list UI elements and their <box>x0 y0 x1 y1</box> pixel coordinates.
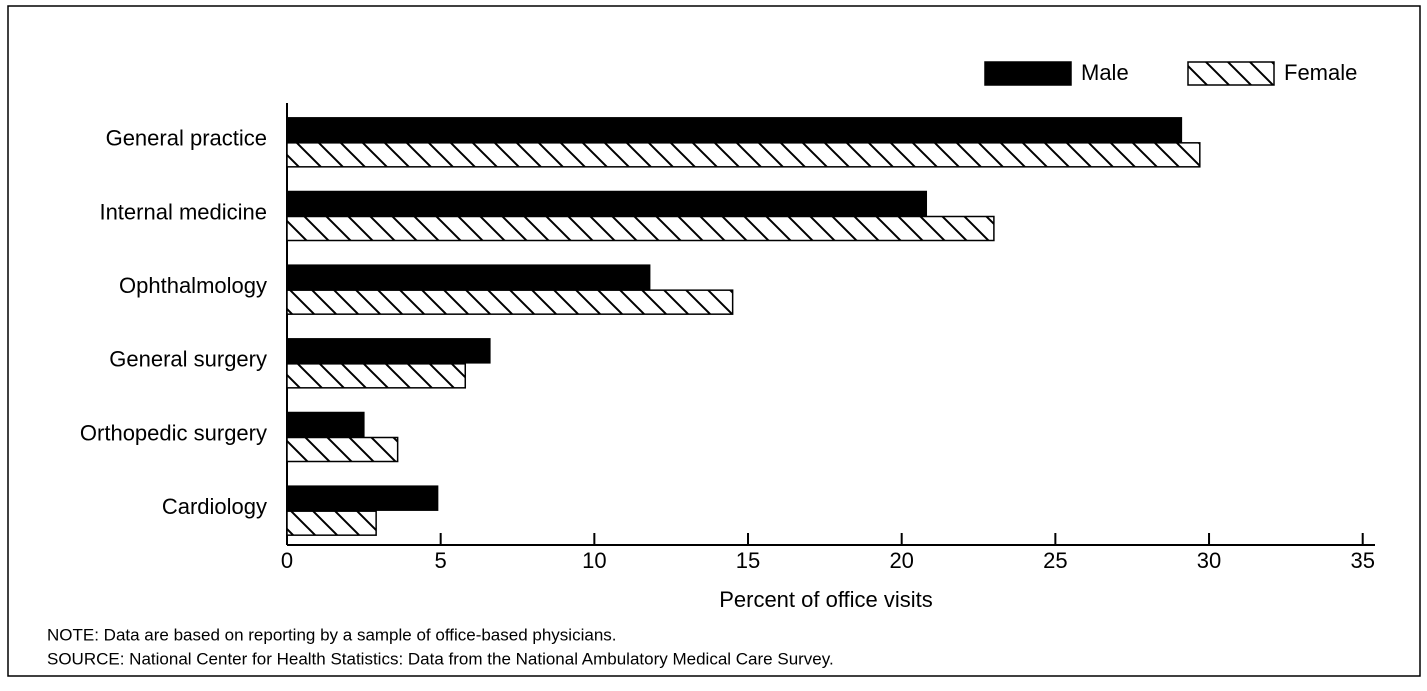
y-tick-label: General practice <box>106 126 267 151</box>
bar <box>286 215 995 242</box>
bar <box>286 485 439 511</box>
note: NOTE: Data are based on reporting by a s… <box>47 625 617 644</box>
bar <box>286 436 399 463</box>
x-tick-label: 15 <box>736 548 760 573</box>
legend-label: Male <box>1081 60 1129 85</box>
bar <box>286 264 651 290</box>
x-tick-label: 30 <box>1197 548 1221 573</box>
bar <box>286 338 491 364</box>
y-tick-label: General surgery <box>109 347 267 372</box>
y-tick-label: Internal medicine <box>99 199 267 224</box>
bar <box>286 142 1201 168</box>
x-tick-label: 35 <box>1350 548 1374 573</box>
bar <box>286 363 467 389</box>
bar <box>286 117 1183 143</box>
bar <box>286 190 928 217</box>
source: SOURCE: National Center for Health Stati… <box>47 649 834 668</box>
x-tick-label: 5 <box>435 548 447 573</box>
y-tick-label: Ophthalmology <box>119 273 267 298</box>
legend-label: Female <box>1284 60 1357 85</box>
y-tick-label: Cardiology <box>162 494 267 519</box>
x-tick-label: 10 <box>582 548 606 573</box>
bar <box>286 411 365 438</box>
frame <box>7 5 1421 677</box>
x-tick-label: 20 <box>889 548 913 573</box>
bar <box>286 289 734 315</box>
bar <box>286 510 377 536</box>
x-tick-label: 0 <box>281 548 293 573</box>
legend-swatch <box>984 61 1072 86</box>
x-axis-label: Percent of office visits <box>719 587 933 612</box>
legend-swatch <box>1187 61 1275 86</box>
y-tick-label: Orthopedic surgery <box>80 420 267 445</box>
x-tick-label: 25 <box>1043 548 1067 573</box>
